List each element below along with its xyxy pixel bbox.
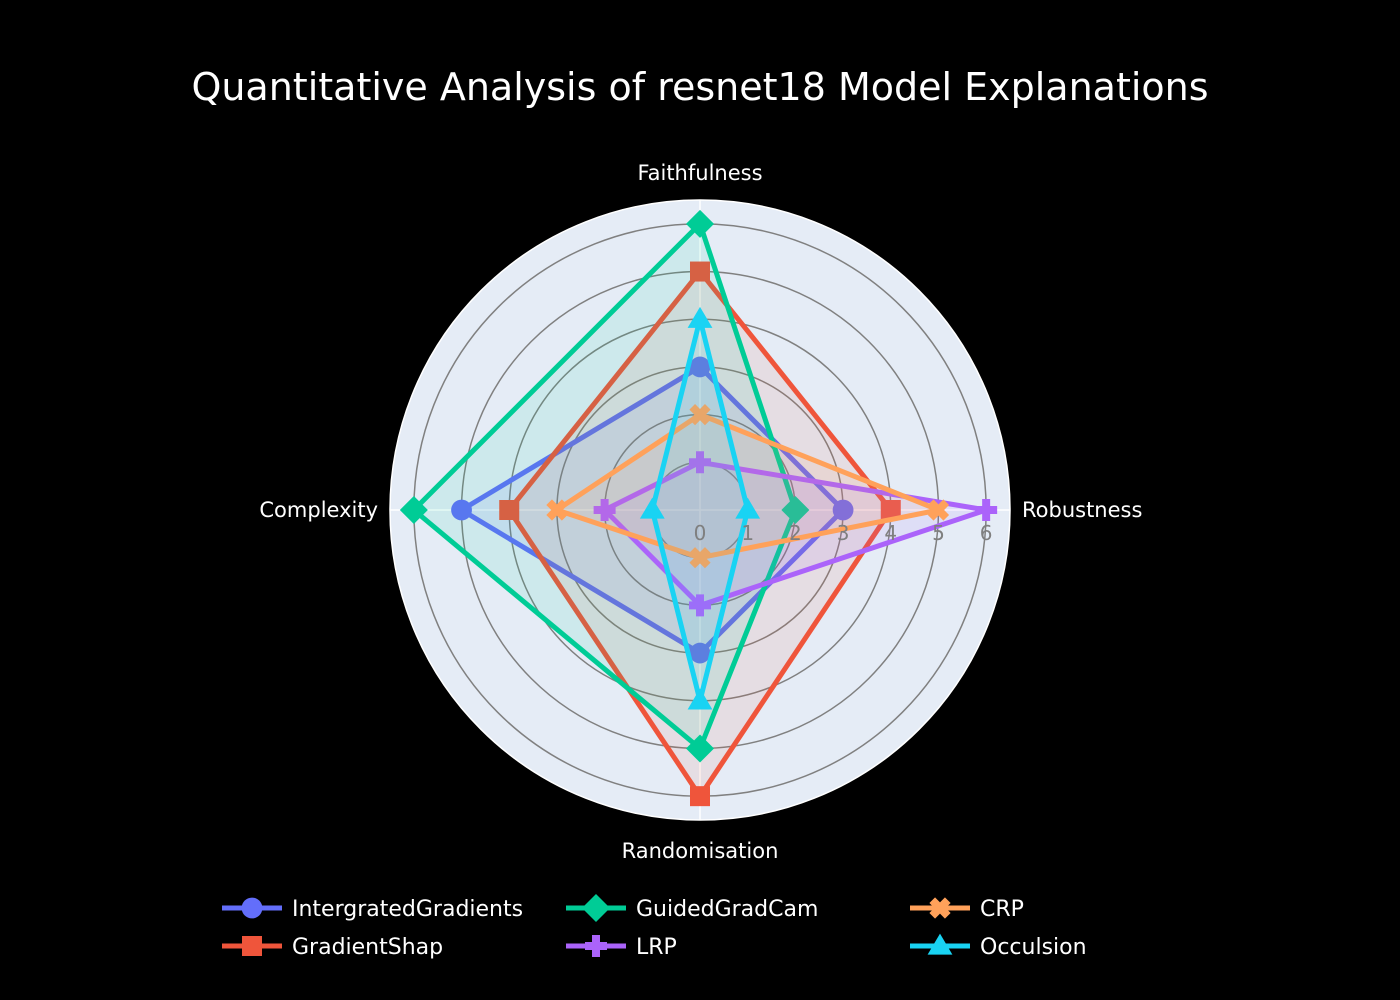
- series-layer: [399, 209, 998, 807]
- data-point-complexity: [546, 499, 568, 521]
- legend-item-lrp[interactable]: LRP: [566, 935, 677, 960]
- data-point-robustness: [927, 499, 950, 521]
- legend: IntergratedGradients GradientShap GuidedGr…: [222, 892, 1087, 960]
- data-point-randomisation: [689, 594, 711, 617]
- data-point-randomisation: [687, 688, 713, 710]
- data-point-complexity: [639, 497, 665, 519]
- radial-tick-label: 5: [932, 521, 945, 545]
- series-lrp: [593, 451, 998, 617]
- legend-label: GradientShap: [292, 935, 443, 960]
- legend-marker: [929, 897, 951, 919]
- data-point-faithfulness: [689, 356, 711, 378]
- data-point-faithfulness: [689, 451, 711, 474]
- data-point-randomisation: [689, 642, 711, 664]
- legend-label: GuidedGradCam: [636, 897, 818, 922]
- radial-tick-label: 6: [980, 521, 993, 545]
- legend-label: IntergratedGradients: [292, 897, 523, 922]
- legend-item-occulsion[interactable]: Occulsion: [910, 933, 1087, 960]
- data-point-complexity: [451, 499, 472, 521]
- legend-label: CRP: [980, 897, 1024, 922]
- radial-tick-label: 0: [694, 521, 707, 545]
- legend-marker: [241, 897, 263, 919]
- legend-marker: [585, 935, 607, 957]
- axis-label-robustness: Robustness: [1022, 498, 1142, 522]
- axis-labels: Faithfulness Robustness Randomisation Compl…: [259, 161, 1142, 863]
- data-point-faithfulness: [689, 404, 711, 426]
- legend-marker: [242, 936, 262, 956]
- series-gradientshap: [499, 261, 901, 807]
- axis-label-complexity: Complexity: [259, 498, 378, 522]
- series-crp: [546, 404, 950, 569]
- radial-tick-label: 1: [741, 521, 754, 545]
- data-point-complexity: [399, 496, 428, 524]
- legend-item-guidedgradcam[interactable]: GuidedGradCam: [566, 894, 818, 922]
- legend-label: Occulsion: [980, 935, 1087, 960]
- legend-item-crp[interactable]: CRP: [910, 892, 1024, 923]
- data-point-robustness: [735, 497, 761, 519]
- radial-tick-label: 4: [884, 521, 897, 545]
- axis-label-randomisation: Randomisation: [622, 839, 779, 863]
- data-point-robustness: [880, 500, 901, 520]
- series-guidedgradcam: [399, 209, 810, 763]
- data-point-complexity: [499, 500, 520, 520]
- radial-tick-labels: 0 1 2 3 4 5 6: [694, 521, 993, 545]
- legend-marker: [927, 933, 953, 955]
- legend-label: LRP: [636, 935, 677, 960]
- data-point-robustness: [832, 499, 854, 521]
- data-point-faithfulness: [686, 209, 714, 238]
- radial-tick-label: 2: [789, 521, 802, 545]
- legend-marker: [582, 894, 610, 922]
- data-point-complexity: [593, 499, 616, 521]
- legend-item-gradientshap[interactable]: GradientShap: [222, 935, 443, 960]
- series-occulsion: [639, 306, 761, 710]
- data-point-faithfulness: [687, 306, 713, 328]
- data-point-randomisation: [686, 734, 714, 763]
- data-point-robustness: [975, 499, 998, 521]
- chart-title: Quantitative Analysis of resnet18 Model …: [191, 65, 1208, 109]
- data-point-randomisation: [690, 786, 710, 807]
- legend-item-intergratedgradients[interactable]: IntergratedGradients: [222, 897, 523, 922]
- data-point-randomisation: [689, 547, 711, 569]
- data-point-faithfulness: [690, 261, 710, 282]
- data-point-robustness: [781, 496, 810, 524]
- axis-label-faithfulness: Faithfulness: [637, 161, 762, 185]
- radial-tick-label: 3: [837, 521, 850, 545]
